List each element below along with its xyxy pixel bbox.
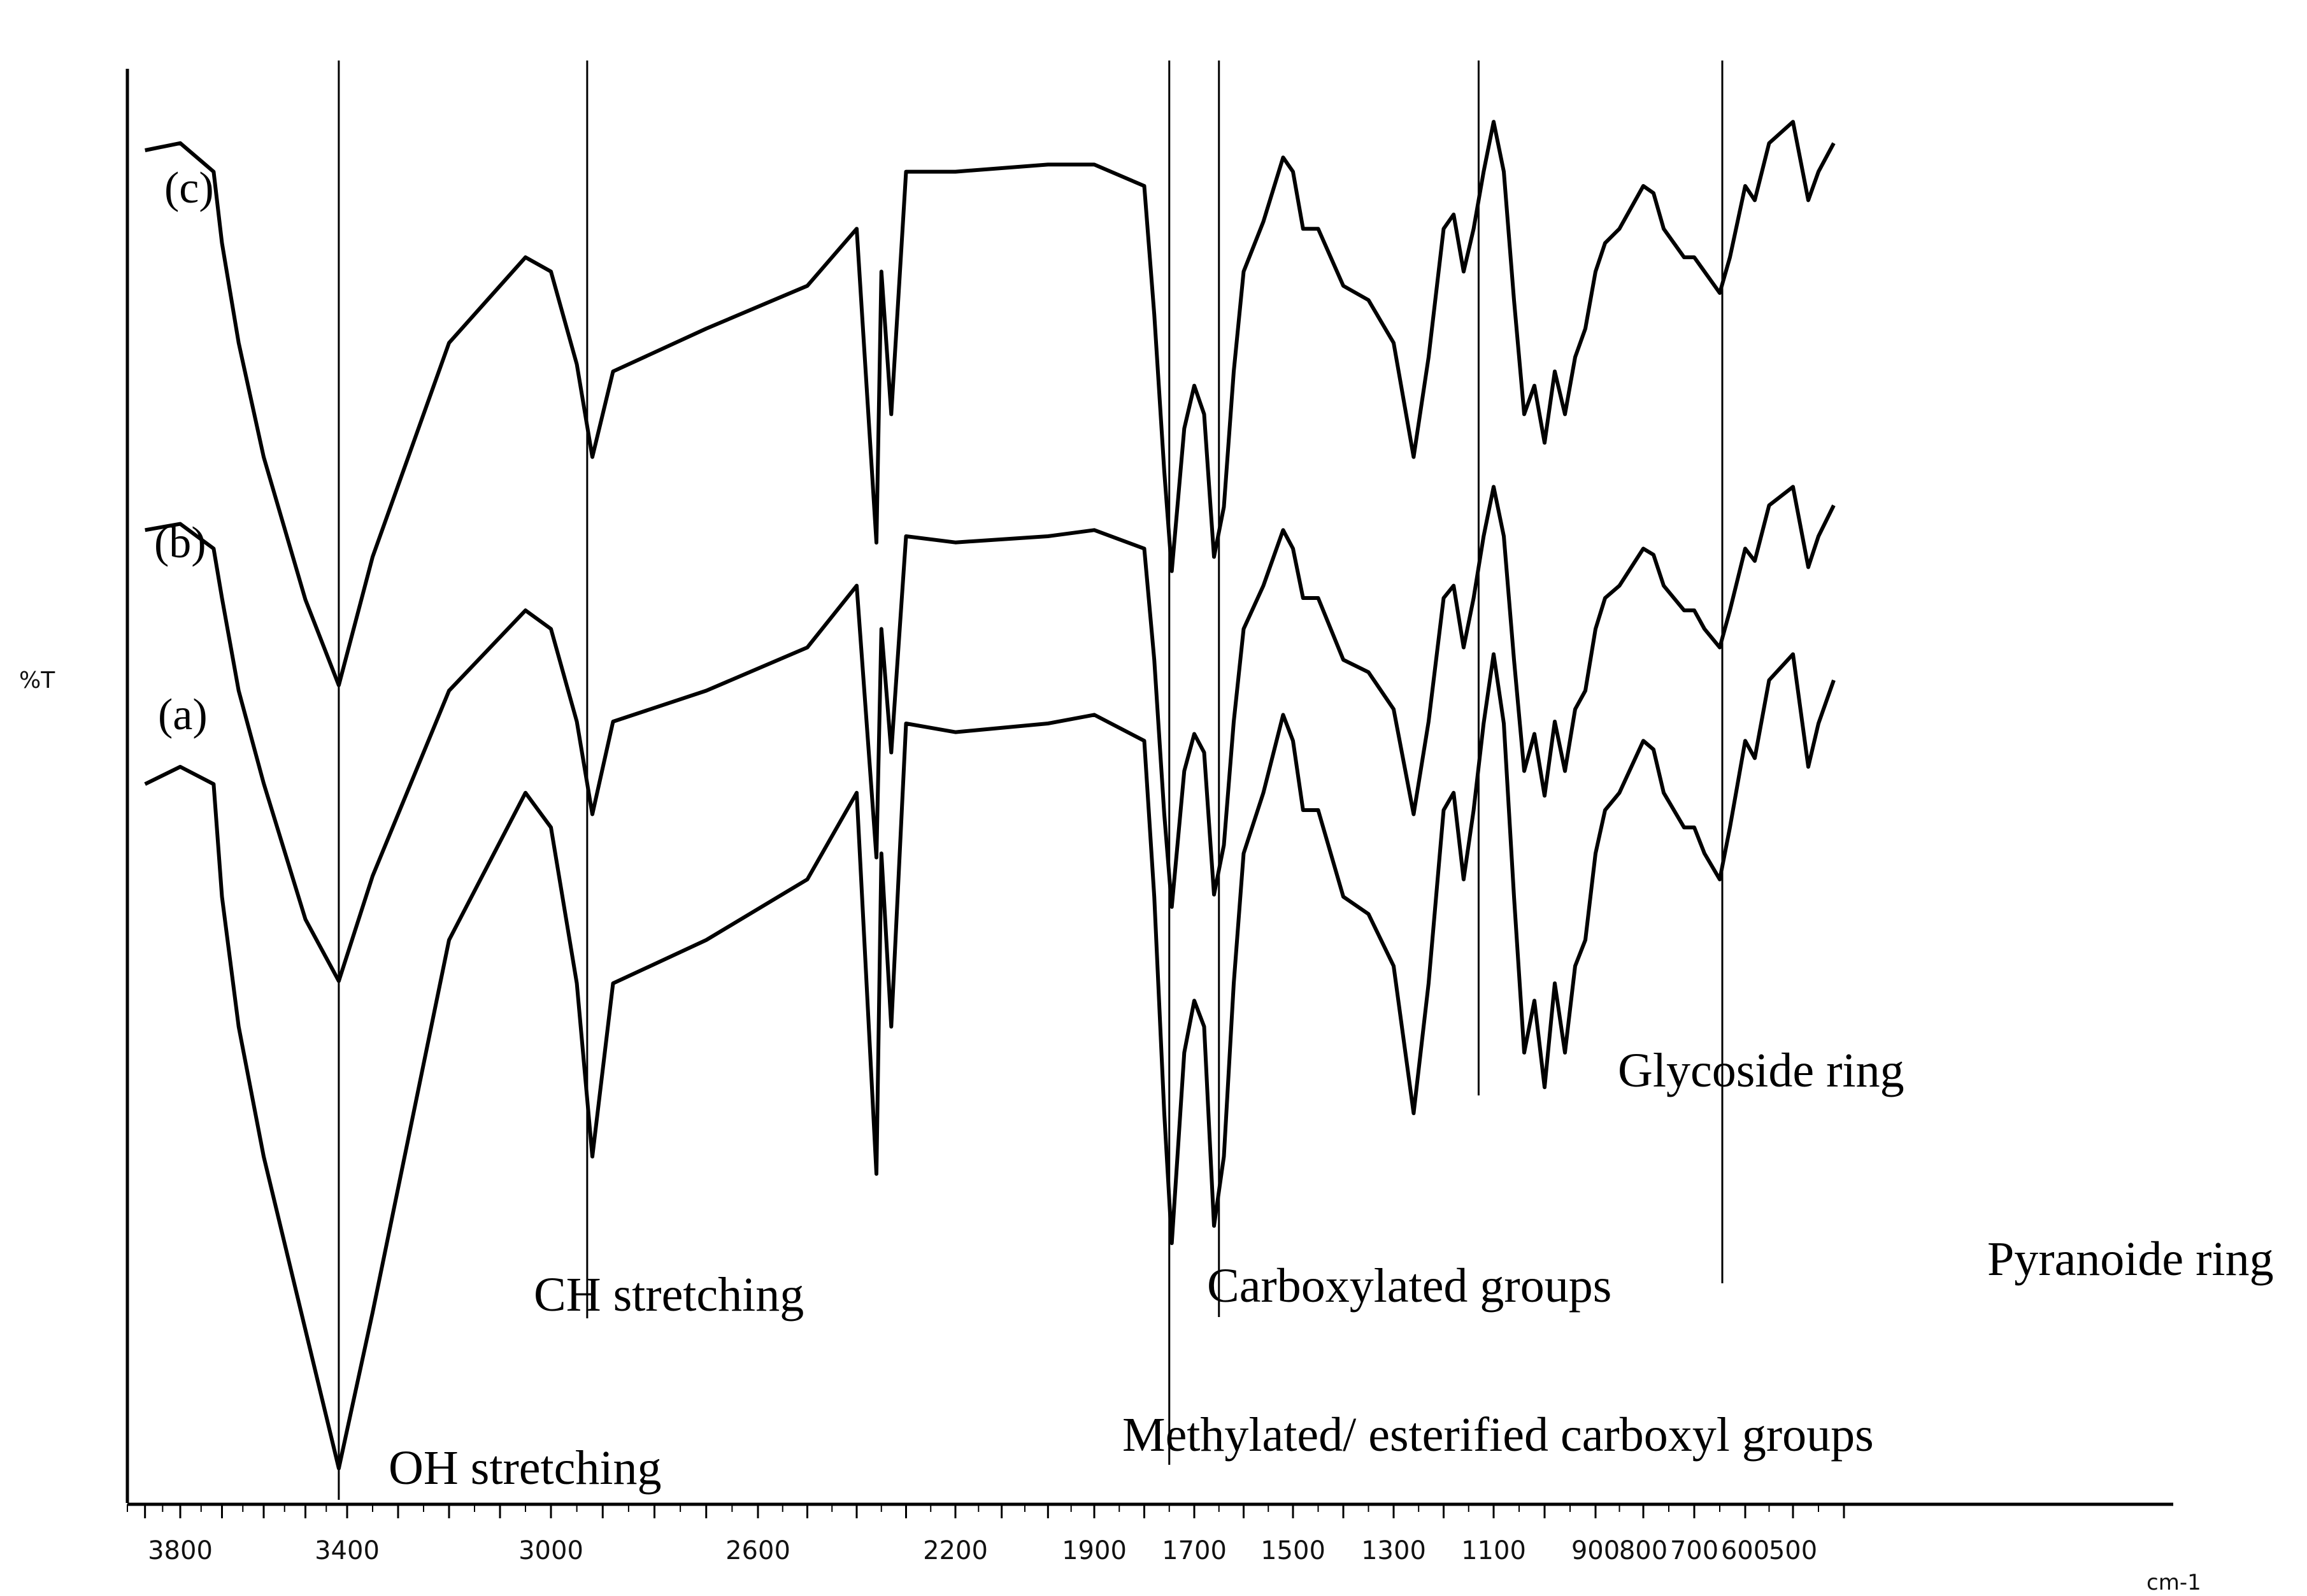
annotation-glycoside-ring: Glycoside ring bbox=[1618, 1044, 1904, 1097]
spectrum-line-a bbox=[144, 652, 1836, 1471]
annotation-oh-stretching: OH stretching bbox=[389, 1441, 661, 1495]
annotation-ch-stretching: CH stretching bbox=[534, 1268, 804, 1322]
x-tick-label: 3400 bbox=[315, 1536, 380, 1565]
x-tick-label: 1700 bbox=[1162, 1536, 1227, 1565]
x-tick-label: 600 bbox=[1721, 1536, 1769, 1565]
spectrum-line-c bbox=[145, 120, 1836, 687]
series-label-c: (c) bbox=[164, 164, 214, 213]
series-label-b: (b) bbox=[154, 518, 206, 567]
y-axis-label: %T bbox=[19, 667, 55, 694]
x-tick-label: 800 bbox=[1619, 1536, 1668, 1565]
x-tick-label: 500 bbox=[1769, 1536, 1817, 1565]
x-tick-label: 2200 bbox=[923, 1536, 988, 1565]
spectrum-curves bbox=[144, 120, 1836, 1471]
x-tick-label: 1900 bbox=[1062, 1536, 1127, 1565]
x-axis-ticks bbox=[127, 1504, 1845, 1518]
x-tick-label: 3000 bbox=[518, 1536, 583, 1565]
annotation-methylated-carboxyl: Methylated/ esterified carboxyl groups bbox=[1122, 1408, 1874, 1462]
x-tick-label: 900 bbox=[1571, 1536, 1620, 1565]
x-axis-label: cm-1 bbox=[2146, 1570, 2201, 1595]
x-tick-label: 1100 bbox=[1461, 1536, 1526, 1565]
spectrum-line-b bbox=[145, 485, 1836, 983]
x-tick-label: 2600 bbox=[725, 1536, 790, 1565]
annotation-pyranoide-ring: Pyranoide ring bbox=[1987, 1232, 2274, 1286]
x-tick-label: 1300 bbox=[1361, 1536, 1426, 1565]
x-axis-tick-labels: 3800 3400 3000 2600 2200 1900 1700 1500 1300 1100… bbox=[148, 1536, 1817, 1565]
annotation-carboxylated-groups: Carboxylated groups bbox=[1207, 1259, 1611, 1313]
axes bbox=[125, 69, 2173, 1506]
series-label-a: (a) bbox=[158, 690, 208, 739]
annotations: OH stretching CH stretching Methylated/ … bbox=[389, 1044, 2274, 1495]
x-tick-label: 1500 bbox=[1261, 1536, 1325, 1565]
x-tick-label: 3800 bbox=[148, 1536, 213, 1565]
x-tick-label: 700 bbox=[1670, 1536, 1718, 1565]
